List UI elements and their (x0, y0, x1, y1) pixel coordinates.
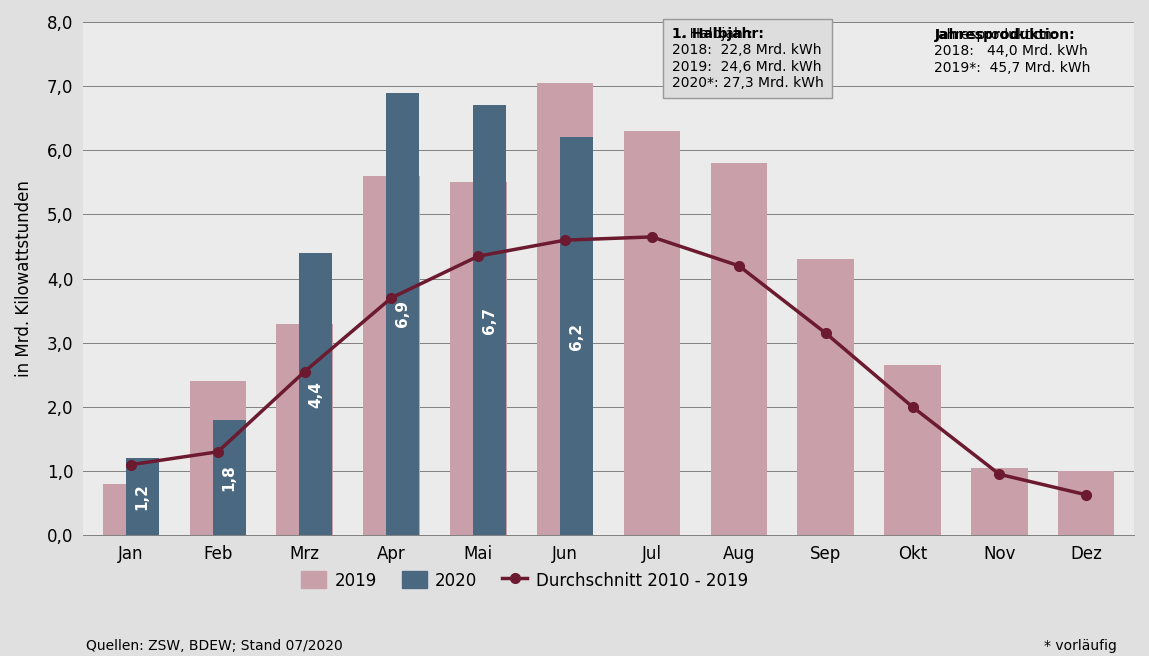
Text: 1,2: 1,2 (134, 483, 149, 510)
Line: Durchschnitt 2010 - 2019: Durchschnitt 2010 - 2019 (126, 232, 1092, 500)
Durchschnitt 2010 - 2019 (819, 329, 833, 337)
Bar (710, 163, 768, 535)
Text: 6,2: 6,2 (569, 323, 584, 350)
Text: 6,9: 6,9 (395, 300, 410, 327)
Bar (102, 484, 159, 535)
Bar (125, 459, 159, 535)
Bar (300, 253, 332, 535)
Bar (386, 92, 419, 535)
Durchschnitt 2010 - 2019 (124, 461, 138, 468)
Durchschnitt 2010 - 2019 (732, 262, 746, 270)
Bar (190, 381, 246, 535)
Bar (1058, 471, 1115, 535)
Bar (450, 182, 507, 535)
Durchschnitt 2010 - 2019 (1079, 491, 1093, 499)
Bar (971, 468, 1027, 535)
Bar (885, 365, 941, 535)
Text: * vorläufig: * vorläufig (1044, 639, 1117, 653)
Durchschnitt 2010 - 2019 (645, 233, 658, 241)
Bar (473, 106, 506, 535)
Text: 1. Halbjahr:
2018:  22,8 Mrd. kWh
2019:  24,6 Mrd. kWh
2020*: 27,3 Mrd. kWh: 1. Halbjahr: 2018: 22,8 Mrd. kWh 2019: 2… (672, 27, 824, 90)
Y-axis label: in Mrd. Kilowattstunden: in Mrd. Kilowattstunden (15, 180, 33, 377)
Bar (213, 420, 246, 535)
Text: 4,4: 4,4 (308, 380, 323, 407)
Bar (537, 83, 593, 535)
Durchschnitt 2010 - 2019 (905, 403, 919, 411)
Durchschnitt 2010 - 2019 (385, 294, 399, 302)
Durchschnitt 2010 - 2019 (558, 236, 572, 244)
Bar (277, 323, 333, 535)
Durchschnitt 2010 - 2019 (298, 368, 311, 376)
Text: Jahresproduktion:: Jahresproduktion: (934, 28, 1075, 42)
Legend: 2019, 2020, Durchschnitt 2010 - 2019: 2019, 2020, Durchschnitt 2010 - 2019 (294, 565, 755, 596)
Text: Quellen: ZSW, BDEW; Stand 07/2020: Quellen: ZSW, BDEW; Stand 07/2020 (86, 639, 342, 653)
Text: 1,8: 1,8 (222, 464, 237, 491)
Bar (797, 259, 854, 535)
Durchschnitt 2010 - 2019 (471, 252, 485, 260)
Bar (363, 176, 419, 535)
Durchschnitt 2010 - 2019 (210, 448, 224, 456)
Bar (624, 131, 680, 535)
Text: 1. Halbjahr:: 1. Halbjahr: (672, 27, 763, 41)
Bar (560, 138, 593, 535)
Durchschnitt 2010 - 2019 (993, 470, 1007, 478)
Text: Jahresproduktion:
2018:   44,0 Mrd. kWh
2019*:  45,7 Mrd. kWh: Jahresproduktion: 2018: 44,0 Mrd. kWh 20… (934, 28, 1090, 75)
Text: 6,7: 6,7 (483, 307, 498, 334)
